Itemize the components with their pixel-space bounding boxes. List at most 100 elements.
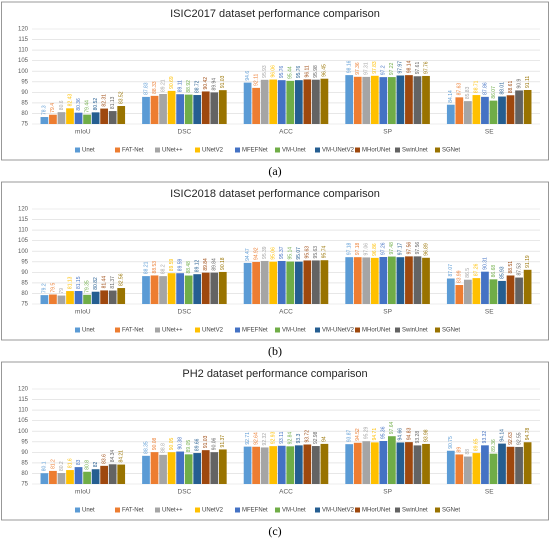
bar <box>66 108 74 124</box>
bar <box>117 464 126 484</box>
value-label: 87.63 <box>457 83 463 96</box>
bar <box>303 444 312 484</box>
bar <box>40 295 49 304</box>
bar <box>100 108 109 124</box>
value-label: 88.48 <box>186 261 192 274</box>
bar <box>523 269 532 304</box>
legend-swatch <box>275 147 280 153</box>
bar <box>396 442 405 484</box>
value-label: 88.61 <box>508 81 514 94</box>
legend-swatch <box>435 327 440 333</box>
bar <box>370 257 379 304</box>
value-label: 91.37 <box>220 435 226 448</box>
value-label: 83.52 <box>119 91 125 104</box>
x-tick-label: SE <box>485 129 494 136</box>
value-label: 91.11 <box>525 76 531 88</box>
bar <box>100 465 109 484</box>
value-label: 97.31 <box>364 62 370 75</box>
x-tick-label: ACC <box>279 129 293 136</box>
bar <box>320 443 329 484</box>
bar <box>193 453 202 484</box>
value-label: 94.83 <box>406 427 412 440</box>
value-label: 88 <box>465 449 471 455</box>
bar <box>260 447 269 484</box>
value-label: 95.98 <box>313 65 319 78</box>
bar <box>277 80 286 124</box>
value-label: 88.2 <box>160 264 166 274</box>
legend-swatch <box>275 507 280 513</box>
y-tick-label: 105 <box>18 58 29 64</box>
value-label: 95.06 <box>271 247 277 260</box>
value-label: 94.14 <box>499 429 505 442</box>
x-tick-label: DSC <box>178 129 192 136</box>
y-tick-label: 100 <box>18 429 29 435</box>
bar <box>40 117 49 124</box>
legend-swatch <box>235 327 240 333</box>
value-label: 90.05 <box>169 437 175 450</box>
bar <box>370 442 379 484</box>
bar <box>167 90 176 124</box>
legend-label: VM-Unet <box>282 508 306 514</box>
value-label: 90.69 <box>169 76 175 89</box>
legend-swatch <box>195 507 200 513</box>
legend-label: SwinUnet <box>402 508 428 514</box>
bar <box>286 446 295 484</box>
legend-swatch <box>235 147 240 153</box>
value-label: 94.78 <box>525 428 531 441</box>
value-label: 89.84 <box>203 258 209 271</box>
bar <box>57 295 66 304</box>
bar <box>515 446 523 484</box>
bar <box>252 87 260 124</box>
legend-swatch <box>155 327 160 333</box>
x-tick-label: mIoU <box>75 129 91 136</box>
y-tick-label: 75 <box>21 302 28 308</box>
bar <box>159 94 167 124</box>
legend-swatch <box>355 147 360 153</box>
value-label: 78.3 <box>42 105 48 115</box>
value-label: 92.93 <box>271 431 277 444</box>
y-tick-label: 80 <box>21 291 28 297</box>
value-label: 95.63 <box>313 246 319 259</box>
value-label: 82 <box>93 461 99 467</box>
value-label: 94.66 <box>398 428 404 441</box>
chart-title: PH2 dataset performance comparison <box>182 368 367 380</box>
value-label: 93.3 <box>296 433 302 443</box>
value-label: 89.59 <box>177 258 183 271</box>
bar <box>370 75 379 124</box>
value-label: 94.47 <box>245 248 251 261</box>
value-label: 95.63 <box>305 246 311 259</box>
bar <box>396 257 405 304</box>
bar <box>150 95 159 124</box>
value-label: 80.36 <box>76 98 82 111</box>
bar <box>260 260 269 304</box>
value-label: 93.11 <box>279 431 285 443</box>
value-label: 90.75 <box>448 436 454 449</box>
value-label: 88.72 <box>195 80 201 93</box>
bar <box>388 77 396 124</box>
bar <box>472 95 481 124</box>
bar <box>413 445 422 484</box>
bar <box>40 473 49 484</box>
value-label: 92.98 <box>313 431 319 444</box>
value-label: 93.28 <box>415 431 421 444</box>
legend-swatch <box>275 327 280 333</box>
value-label: 89.21 <box>160 79 166 92</box>
value-label: 83 <box>76 459 82 465</box>
value-label: 97.56 <box>406 242 412 255</box>
value-label: 81.13 <box>110 96 116 109</box>
value-label: 95.14 <box>288 247 294 260</box>
value-label: 81.15 <box>76 276 82 289</box>
value-label: 92.63 <box>508 432 514 445</box>
bar <box>252 446 260 484</box>
value-label: 88.01 <box>499 82 505 95</box>
bar <box>142 96 150 124</box>
bar <box>388 256 396 304</box>
y-tick-label: 85 <box>21 280 28 286</box>
y-tick-label: 100 <box>18 69 29 75</box>
bar <box>269 79 278 124</box>
bar <box>463 279 472 304</box>
legend-swatch <box>395 147 400 153</box>
value-label: 96.45 <box>322 64 328 77</box>
bar <box>176 451 184 484</box>
bar <box>49 470 57 484</box>
